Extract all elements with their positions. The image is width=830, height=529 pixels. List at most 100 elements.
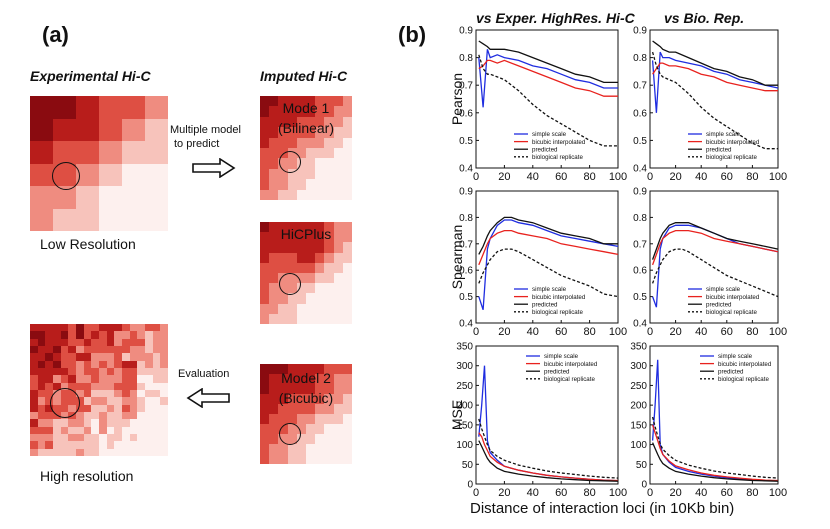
y-tick-label: 0 [467, 480, 473, 491]
heatmap-cell [99, 331, 108, 340]
heatmap-cell [287, 137, 298, 149]
heatmap-cell [137, 353, 146, 362]
heatmap-cell [152, 375, 161, 384]
heatmap-cell [30, 360, 39, 369]
heatmap-cell [260, 222, 270, 233]
heatmap-cell [45, 360, 54, 369]
heatmap-cell [160, 331, 168, 340]
heatmap-cell [106, 375, 115, 384]
heatmap-cell [269, 168, 279, 180]
heatmap-cell [315, 293, 325, 305]
heatmap-cell [324, 168, 335, 180]
x-tick-label: 60 [721, 326, 733, 338]
heatmap-cell [83, 368, 92, 376]
heatmap-cell [315, 96, 325, 107]
low-resolution-caption: Low Resolution [40, 236, 136, 252]
heatmap-cell [152, 390, 161, 398]
heatmap-cell [324, 232, 335, 243]
heatmap-cell [76, 390, 85, 398]
y-tick-label: 0.6 [633, 266, 647, 277]
heatmap-cell [60, 434, 69, 442]
y-tick-label: 200 [456, 401, 473, 412]
heatmap-cell [106, 346, 115, 354]
heatmap-cell [260, 262, 270, 274]
heatmap-cell [296, 168, 307, 180]
heatmap-cell [91, 426, 100, 435]
heatmap-cell [315, 303, 325, 315]
heatmap-cell [129, 346, 138, 354]
heatmap-cell [30, 382, 39, 391]
heatmap-cell [287, 222, 298, 233]
heatmap-cell [145, 419, 154, 428]
heatmap-cell [114, 397, 123, 406]
heatmap-cell [306, 454, 316, 464]
heatmap-cell [278, 404, 289, 415]
heatmap-cell [91, 324, 100, 332]
heatmap-cell [296, 414, 307, 425]
heatmap-cell [60, 353, 69, 362]
heatmap-cell [324, 127, 335, 139]
heatmap-cell [287, 189, 298, 200]
heatmap-cell [37, 382, 46, 391]
heatmap-cell [269, 414, 279, 425]
heatmap-cell [106, 426, 115, 435]
heatmap-cell [145, 368, 154, 376]
x-axis-title: Distance of interaction loci (in 10Kb bi… [470, 500, 735, 517]
heatmap-cell [99, 397, 108, 406]
heatmap-cell [83, 331, 92, 340]
series-line-bicubic-interpolated [651, 424, 779, 482]
heatmap-cell [37, 375, 46, 384]
heatmap-cell [324, 384, 335, 395]
heatmap-cell [76, 426, 85, 435]
heatmap-cell [76, 368, 85, 376]
heatmap-cell [53, 346, 62, 354]
heatmap-cell [296, 222, 307, 233]
y-tick-label: 0.4 [633, 164, 647, 175]
y-tick-label: 0.6 [633, 108, 647, 119]
heatmap-cell [160, 426, 168, 435]
y-tick-label: 250 [456, 381, 473, 392]
heatmap-cell [37, 390, 46, 398]
heatmap-cell [296, 179, 307, 191]
heatmap-cell [333, 404, 344, 415]
y-tick-label: 0.9 [633, 187, 647, 198]
heatmap-cell [269, 424, 279, 435]
heatmap-cell [30, 448, 39, 456]
heatmap-cell [278, 454, 289, 464]
heatmap-cell [145, 375, 154, 384]
heatmap-cell [315, 404, 325, 415]
series-line-bicubic-interpolated [478, 229, 619, 266]
heatmap-cell [53, 448, 62, 456]
x-tick-label: 20 [498, 487, 510, 499]
legend-entry: simple scale [532, 131, 567, 138]
heatmap-cell [68, 331, 77, 340]
heatmap-cell [106, 397, 115, 406]
heatmap-cell [278, 106, 289, 118]
heatmap-cell [287, 414, 298, 425]
heatmap-cell [122, 434, 131, 442]
heatmap-cell [269, 384, 279, 395]
heatmap-cell [30, 346, 39, 354]
heatmap-cell [76, 96, 100, 120]
series-line-simple-scale [651, 51, 779, 113]
heatmap-cell [287, 293, 298, 305]
heatmap-cell [60, 324, 69, 332]
heatmap-cell [306, 137, 316, 149]
heatmap-cell [137, 368, 146, 376]
heatmap-cell [260, 293, 270, 305]
heatmap-cell [342, 444, 352, 455]
heatmap-cell [83, 426, 92, 435]
heatmap-cell [296, 252, 307, 264]
heatmap-cell [269, 158, 279, 170]
heatmap-cell [324, 374, 335, 385]
heatmap-cell [333, 374, 344, 385]
y-tick-label: 0.4 [633, 319, 647, 330]
series-line-bicubic-interpolated [478, 59, 618, 97]
y-tick-label: 0.8 [459, 213, 473, 224]
heatmap-cell [106, 360, 115, 369]
heatmap-cell [333, 222, 344, 233]
y-tick-label: 0.5 [633, 136, 647, 147]
heatmap-cell [91, 397, 100, 406]
heatmap-cell [333, 158, 344, 170]
heatmap-cell [260, 232, 270, 243]
